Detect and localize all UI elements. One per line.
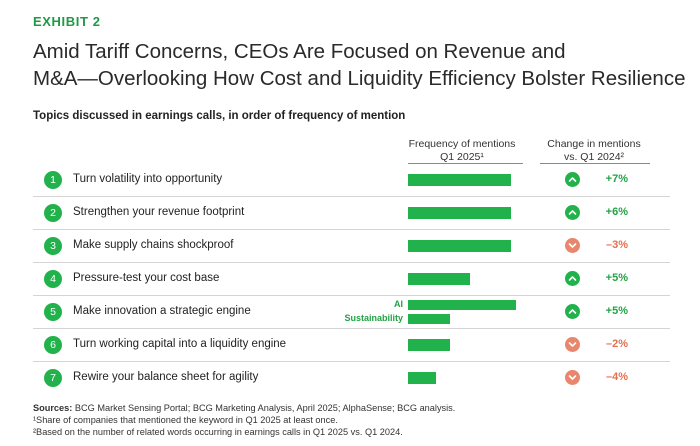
topic-label: Make supply chains shockproof [73,238,234,251]
rank-badge: 4 [44,269,62,288]
frequency-bar [408,338,450,351]
page-title: Amid Tariff Concerns, CEOs Are Focused o… [33,38,686,92]
change-header-line-2: vs. Q1 2024² [563,151,625,163]
rank-badge: 6 [44,335,62,354]
chevron-up-icon [565,172,580,187]
topic-label: Strengthen your revenue footprint [73,205,245,218]
sources-text: BCG Market Sensing Portal; BCG Marketing… [72,403,456,413]
chevron-down-icon [565,337,580,352]
row-divider [33,295,670,296]
chevron-down-icon [565,370,580,385]
sources-line: Sources: BCG Market Sensing Portal; BCG … [33,402,455,414]
change-header-line-1: Change in mentions [547,138,641,150]
frequency-bar [408,299,516,310]
change-column-header: Change in mentions vs. Q1 2024² [535,138,653,164]
change-header-rule [540,163,650,164]
frequency-header-line-1: Frequency of mentions [408,138,516,150]
chart-subtitle: Topics discussed in earnings calls, in o… [33,110,406,122]
topic-label: Turn working capital into a liquidity en… [73,337,287,350]
row-divider [33,196,670,197]
rank-badge: 2 [44,203,62,222]
change-value: +5% [605,271,628,284]
chevron-down-icon [565,238,580,253]
change-value: +7% [605,172,628,185]
change-value: –2% [605,337,628,350]
frequency-bar [408,206,511,219]
sources-footnote: Sources: BCG Market Sensing Portal; BCG … [33,402,455,438]
change-value: –4% [605,370,628,383]
rank-badge: 5 [44,302,62,321]
chevron-up-icon [565,205,580,220]
sources-label: Sources: [33,403,73,413]
change-value: –3% [605,238,628,251]
change-value: +6% [605,205,628,218]
exhibit-label: EXHIBIT 2 [33,14,101,29]
bar-sublabel: Sustainability [344,312,403,323]
chevron-up-icon [565,304,580,319]
frequency-bar [408,313,450,324]
title-line-1: Amid Tariff Concerns, CEOs Are Focused o… [33,40,566,63]
topic-label: Pressure-test your cost base [73,271,220,284]
title-line-2: M&A—Overlooking How Cost and Liquidity E… [33,67,686,90]
rank-badge: 7 [44,368,62,387]
frequency-header-line-2: Q1 2025¹ [440,151,484,163]
row-divider [33,262,670,263]
chevron-up-icon [565,271,580,286]
bar-sublabel: AI [394,298,403,309]
topic-label: Turn volatility into opportunity [73,172,223,185]
frequency-bar [408,173,511,186]
row-divider [33,361,670,362]
rank-badge: 1 [44,170,62,189]
frequency-header-rule [408,163,523,164]
frequency-column-header: Frequency of mentions Q1 2025¹ [400,138,524,164]
change-value: +5% [605,304,628,317]
footnote-2: ²Based on the number of related words oc… [33,427,403,437]
rank-badge: 3 [44,236,62,255]
row-divider [33,328,670,329]
footnote-1: ¹Share of companies that mentioned the k… [33,415,338,425]
topic-label: Make innovation a strategic engine [73,304,251,317]
row-divider [33,229,670,230]
frequency-bar [408,239,511,252]
topic-label: Rewire your balance sheet for agility [73,370,259,383]
frequency-bar [408,272,470,285]
frequency-bar [408,371,436,384]
